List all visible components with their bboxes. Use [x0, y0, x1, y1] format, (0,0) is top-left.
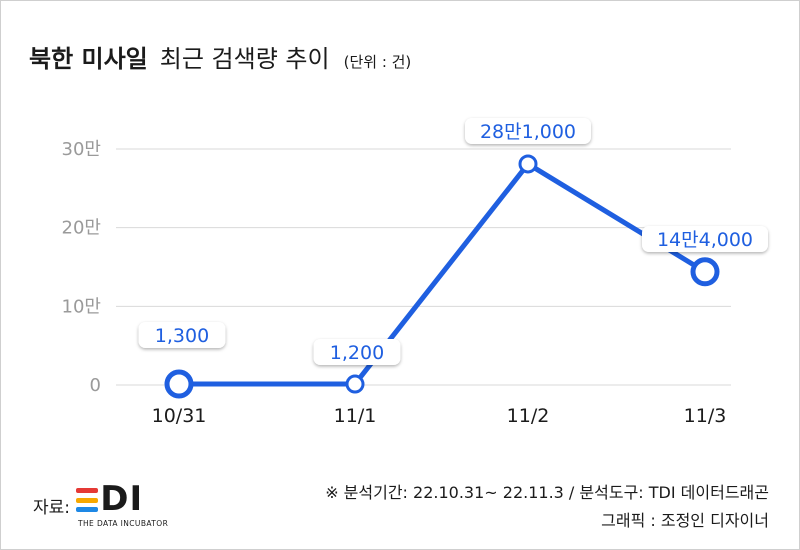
title-row: 북한 미사일 최근 검색량 추이 (단위 : 건) — [29, 39, 411, 74]
x-axis-labels: 10/31 11/1 11/2 11/3 — [152, 405, 727, 427]
logo-subtitle: THE DATA INCUBATOR — [78, 519, 169, 528]
y-tick-label: 10만 — [62, 296, 101, 317]
tdi-logo: TDI THE DATA INCUBATOR — [76, 481, 194, 529]
grid-layer — [116, 148, 731, 386]
data-label-layer: 1,300 1,200 28만1,000 14만4,000 — [138, 118, 768, 365]
data-point — [345, 374, 365, 394]
data-point — [518, 154, 538, 174]
logo-bars-icon — [76, 488, 99, 512]
series-layer — [164, 154, 720, 399]
y-tick-label: 0 — [90, 375, 101, 396]
data-point — [164, 369, 194, 399]
logo-text-rest: DI — [100, 479, 144, 519]
series-line — [176, 161, 708, 387]
data-label-box — [465, 118, 591, 144]
data-label: 14만4,000 — [657, 229, 753, 251]
x-tick-label: 11/1 — [334, 405, 377, 427]
data-label-box — [138, 322, 226, 348]
logo-text: TDI — [76, 481, 143, 517]
y-tick-label: 20만 — [62, 218, 101, 239]
data-point — [690, 257, 720, 287]
data-label: 1,200 — [330, 342, 384, 364]
data-label: 1,300 — [155, 325, 209, 347]
graphic-credit: 그래픽 : 조정인 디자이너 — [601, 511, 769, 530]
x-tick-label: 10/31 — [152, 405, 207, 427]
source-block: 자료: TDI THE DATA INCUBATOR — [33, 481, 194, 529]
logo-bar-blue — [76, 507, 99, 512]
line-chart: 0 10만 20만 30만 10/31 11/1 11/2 11/3 1,300 1,200 2… — [62, 118, 768, 427]
chart-title-main: 북한 미사일 — [29, 45, 148, 73]
y-tick-label: 30만 — [62, 139, 101, 160]
chart-title-rest: 최근 검색량 추이 — [159, 45, 330, 73]
x-tick-label: 11/2 — [507, 405, 550, 427]
credits: ※ 분석기간: 22.10.31~ 22.11.3 / 분석도구: TDI 데이… — [325, 479, 769, 535]
logo-bar-red — [76, 488, 99, 493]
analysis-note: ※ 분석기간: 22.10.31~ 22.11.3 / 분석도구: TDI 데이… — [325, 483, 769, 502]
x-tick-label: 11/3 — [684, 405, 727, 427]
data-label-box — [642, 226, 768, 252]
data-label-box — [313, 339, 401, 365]
y-axis-ticks: 0 10만 20만 30만 — [62, 139, 101, 396]
logo-bar-yellow — [76, 497, 99, 503]
data-label: 28만1,000 — [480, 121, 576, 143]
source-label: 자료: — [33, 497, 71, 518]
unit-label: (단위 : 건) — [343, 53, 412, 71]
